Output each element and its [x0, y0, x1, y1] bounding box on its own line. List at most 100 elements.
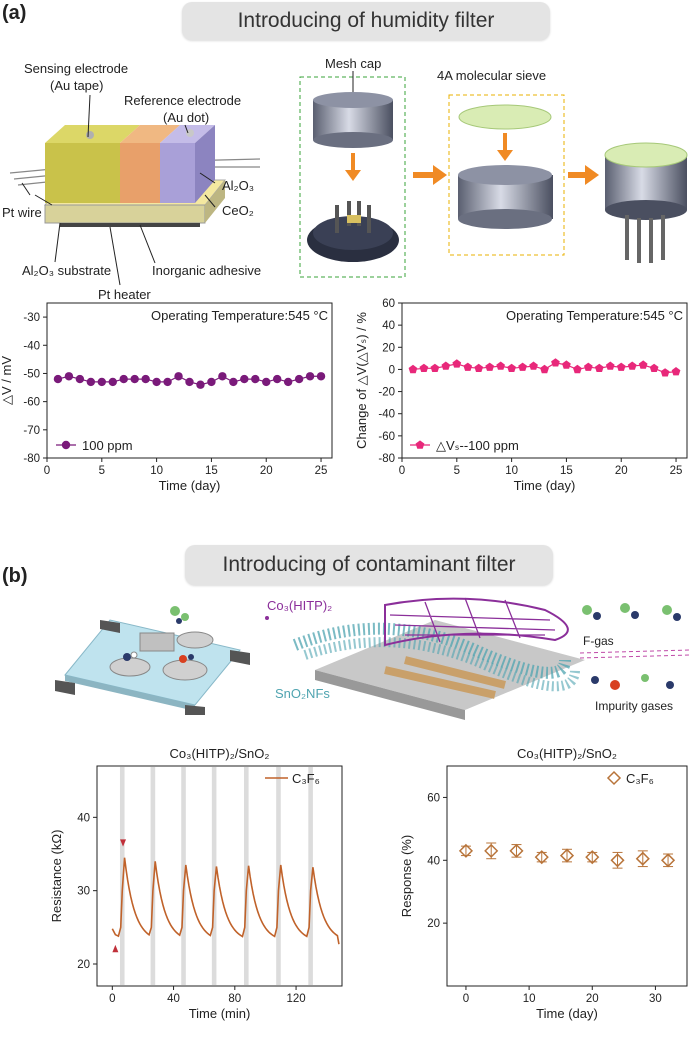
- data-point: [474, 363, 484, 372]
- data-point: [671, 367, 681, 376]
- gas-pulse-band: [181, 767, 186, 985]
- resistance-curve: [111, 857, 340, 945]
- x-tick-label: 25: [670, 465, 683, 477]
- pt-wire-label: Pt wire: [2, 205, 42, 220]
- plot-frame: [401, 302, 688, 459]
- x-tick-label: 0: [399, 465, 405, 477]
- data-point: [584, 362, 593, 371]
- x-tick-label: 20: [260, 465, 273, 477]
- data-point: [283, 377, 293, 387]
- data-point: [305, 372, 315, 381]
- data-point: [458, 843, 474, 858]
- data-point: [441, 361, 451, 370]
- mesh-cap-label: Mesh cap: [325, 56, 381, 71]
- yellow-dashed-box: [448, 94, 565, 256]
- y-tick-label: 20: [382, 342, 395, 354]
- data-point: [605, 361, 615, 370]
- y-tick-label: 40: [427, 855, 440, 867]
- gas-pulse-band: [276, 767, 281, 985]
- data-point: [86, 377, 96, 387]
- x-tick-label: 10: [150, 465, 163, 477]
- chart-title: Co₃(HITP)₂/SnO₂: [517, 746, 617, 761]
- y-tick-label: 40: [77, 812, 90, 824]
- data-point: [463, 362, 473, 371]
- data-point: [573, 364, 582, 374]
- legend-marker: [61, 440, 71, 450]
- legend-marker: [606, 770, 622, 786]
- gas-on-marker: [120, 839, 127, 847]
- data-point: [496, 361, 505, 370]
- fgas-label: F-gas: [583, 634, 614, 648]
- data-point: [152, 377, 161, 387]
- x-tick-label: 10: [505, 465, 518, 477]
- y-tick-label: 40: [382, 320, 395, 332]
- gas-pulse-band: [119, 767, 125, 985]
- data-point: [529, 361, 538, 370]
- y-tick-label: 60: [382, 298, 395, 310]
- al2o3-label: Al₂O₃: [222, 178, 254, 193]
- x-axis-label: Time (day): [159, 478, 221, 493]
- nf-label: SnO₂NFs: [275, 686, 330, 701]
- data-point: [53, 374, 63, 384]
- data-point: [75, 374, 85, 384]
- y-axis-label: Response (%): [399, 835, 414, 917]
- data-point: [638, 360, 648, 369]
- data-point: [272, 374, 282, 384]
- adhesive-label: Inorganic adhesive: [152, 263, 261, 278]
- data-point: [594, 363, 604, 372]
- legend-label: C₃F₆: [626, 771, 654, 786]
- ceo2-layer: [120, 143, 160, 203]
- right-arrow-icon: [433, 165, 447, 185]
- data-point: [240, 374, 249, 384]
- data-point: [430, 363, 440, 372]
- x-tick-label: 0: [109, 993, 115, 1005]
- chip-illustration: [55, 606, 250, 715]
- x-tick-label: 10: [523, 993, 536, 1005]
- y-tick-label: -60: [378, 431, 395, 443]
- gas-off-marker: [112, 944, 119, 953]
- y-tick-label: 30: [77, 886, 90, 898]
- data-point: [185, 377, 194, 387]
- chart-resistance-vs-time: 0 40 80 120 40 30 20 Time (min) Resistance (kΩ) C…: [49, 746, 343, 1021]
- x-tick-label: 25: [315, 465, 328, 477]
- data-point: [207, 377, 216, 387]
- pt-heater: [60, 223, 200, 227]
- data-point: [562, 360, 571, 369]
- data-point: [660, 368, 670, 377]
- y-axis-label: Change of △V(△Vₛ) / %: [354, 312, 369, 449]
- data-point: [251, 374, 260, 384]
- data-point: [163, 377, 172, 387]
- x-tick-label: 0: [463, 993, 469, 1005]
- data-point: [294, 374, 304, 384]
- gas-pulse-band: [211, 767, 217, 985]
- data-point: [419, 363, 429, 372]
- y-tick-label: 20: [427, 918, 440, 930]
- plot-frame: [96, 765, 343, 987]
- chart-annotation: Operating Temperature:545 °C: [506, 308, 683, 323]
- y-tick-label: -80: [23, 453, 40, 465]
- data-point: [174, 372, 183, 381]
- y-tick-label: 60: [427, 792, 440, 804]
- panel-b-label: (b): [2, 565, 28, 587]
- sno2-nanofibers: [292, 622, 571, 679]
- sensing-electrode-label: Sensing electrode: [24, 61, 128, 76]
- data-point: [509, 843, 524, 858]
- x-tick-label: 20: [615, 465, 628, 477]
- x-tick-label: 40: [167, 993, 180, 1005]
- y-tick-label: -40: [23, 340, 40, 352]
- x-tick-label: 15: [205, 465, 218, 477]
- data-point: [64, 372, 74, 381]
- reference-electrode-block: [160, 143, 195, 203]
- data-point: [559, 848, 575, 863]
- x-tick-label: 5: [99, 465, 105, 477]
- data-point: [130, 374, 139, 384]
- data-point: [408, 364, 418, 374]
- chart-voltage-vs-time: 0 5 10 15 20 25 -30 -40 -50 -60 -70 -80 Time (day) △V…: [0, 302, 333, 493]
- mof-nanofiber-illustration: Co₃(HITP)₂ SnO₂NFs F-gas Impurity gases: [265, 597, 691, 720]
- down-arrow-icon: [345, 170, 361, 181]
- y-tick-label: 20: [77, 959, 90, 971]
- data-point: [484, 843, 499, 858]
- sensing-electrode-block: [45, 143, 120, 203]
- data-point: [229, 377, 238, 387]
- data-point: [649, 363, 659, 372]
